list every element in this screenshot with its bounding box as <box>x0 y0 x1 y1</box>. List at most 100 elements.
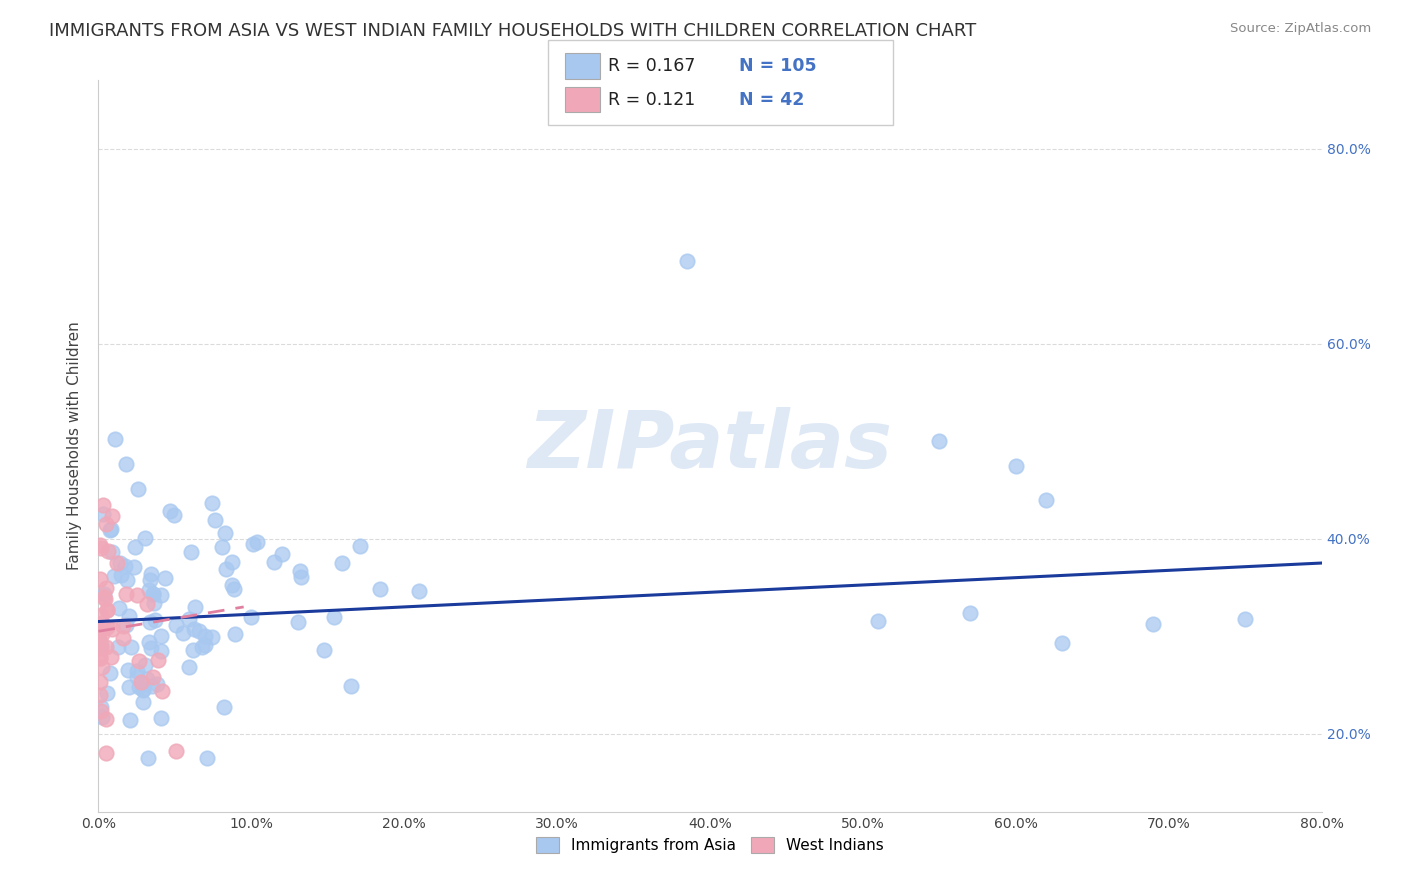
Point <box>132 682 155 697</box>
Point <box>195 751 218 765</box>
Point <box>149 644 172 658</box>
Point <box>124 540 146 554</box>
Point <box>263 555 285 569</box>
Point <box>90 705 112 719</box>
Point <box>91 498 114 512</box>
Point <box>89 651 111 665</box>
Point <box>110 568 132 582</box>
Text: R = 0.121: R = 0.121 <box>607 91 695 109</box>
Point <box>139 566 162 581</box>
Point <box>312 642 335 657</box>
Point <box>165 617 187 632</box>
Point <box>90 710 112 724</box>
Point <box>201 630 224 644</box>
Point <box>101 509 124 524</box>
Point <box>242 536 264 550</box>
Point <box>129 674 152 689</box>
Point <box>959 607 981 621</box>
Point <box>132 681 155 696</box>
Point <box>96 619 118 633</box>
Point <box>222 582 245 596</box>
Point <box>89 624 111 638</box>
Point <box>287 615 309 629</box>
Point <box>214 526 236 541</box>
Point <box>159 504 181 518</box>
Point <box>928 434 950 449</box>
Point <box>105 556 128 570</box>
Point <box>1035 492 1057 507</box>
Point <box>194 638 217 652</box>
Point <box>122 560 145 574</box>
Point <box>118 609 141 624</box>
Point <box>120 713 142 727</box>
Point <box>89 538 111 552</box>
Point <box>90 607 112 622</box>
Point <box>138 583 160 598</box>
Point <box>1004 458 1026 473</box>
Point <box>136 673 159 687</box>
FancyBboxPatch shape <box>565 54 600 78</box>
Point <box>332 556 354 570</box>
Point <box>114 618 136 632</box>
Point <box>90 641 112 656</box>
Point <box>89 572 111 586</box>
Point <box>181 643 204 657</box>
Point <box>194 629 217 643</box>
Point <box>89 651 111 665</box>
Point <box>149 588 172 602</box>
Point <box>96 603 118 617</box>
Point <box>94 746 117 760</box>
Point <box>349 540 371 554</box>
Point <box>142 587 165 601</box>
Point <box>201 496 224 510</box>
Point <box>90 615 112 630</box>
Point <box>125 588 148 602</box>
Point <box>288 564 311 578</box>
Point <box>93 590 115 604</box>
Point <box>139 573 162 587</box>
Point <box>322 610 344 624</box>
Point <box>184 599 207 614</box>
Text: ZIPatlas: ZIPatlas <box>527 407 893 485</box>
Point <box>94 640 117 654</box>
Point <box>90 541 112 556</box>
Point <box>172 625 194 640</box>
Point <box>125 670 148 684</box>
Point <box>111 619 134 633</box>
Point <box>290 570 312 584</box>
Point <box>143 596 166 610</box>
Point <box>111 631 134 645</box>
Point <box>103 569 125 583</box>
Point <box>97 544 120 558</box>
Point <box>93 587 115 601</box>
Point <box>100 649 122 664</box>
Point <box>90 638 112 652</box>
Point <box>134 531 156 545</box>
Point <box>221 555 243 569</box>
Point <box>215 562 238 576</box>
Text: N = 105: N = 105 <box>740 57 817 75</box>
Point <box>139 615 162 629</box>
Point <box>187 624 209 638</box>
Point <box>90 627 112 641</box>
Point <box>94 581 117 595</box>
Point <box>180 545 202 559</box>
Point <box>141 679 163 693</box>
FancyBboxPatch shape <box>565 87 600 112</box>
Point <box>117 664 139 678</box>
Point <box>676 253 699 268</box>
Point <box>91 507 114 521</box>
Point <box>1050 636 1073 650</box>
Legend: Immigrants from Asia, West Indians: Immigrants from Asia, West Indians <box>530 830 890 859</box>
Point <box>211 540 233 554</box>
Point <box>138 750 160 764</box>
Point <box>1234 612 1257 626</box>
Point <box>145 676 167 690</box>
Point <box>127 482 149 496</box>
Point <box>128 655 150 669</box>
Point <box>127 664 149 678</box>
Point <box>141 640 163 655</box>
Point <box>339 679 361 693</box>
Point <box>114 559 136 574</box>
Point <box>868 614 890 628</box>
